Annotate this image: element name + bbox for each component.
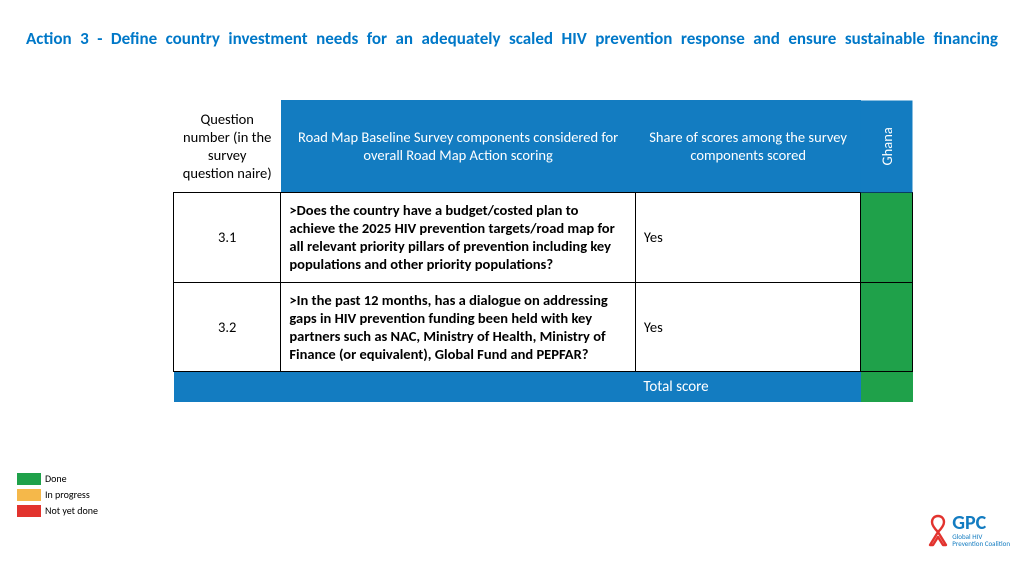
cell-status (861, 193, 913, 283)
total-spacer (281, 372, 635, 403)
cell-qn: 3.2 (174, 282, 281, 372)
col-header-share: Share of scores among the survey compone… (635, 100, 861, 193)
col-header-components: Road Map Baseline Survey components cons… (281, 100, 635, 193)
total-status (861, 372, 913, 403)
slide-title: Action 3 - Define country investment nee… (0, 0, 1024, 57)
legend-item-done: Done (17, 472, 98, 485)
legend-label: Not yet done (45, 504, 98, 517)
col-header-question-number: Question number (in the survey question … (174, 100, 281, 193)
legend-swatch-done (17, 473, 41, 485)
logo-acronym: GPC (952, 513, 1010, 533)
table-row: 3.2 >In the past 12 months, has a dialog… (174, 282, 913, 372)
legend-label: In progress (45, 488, 90, 501)
cell-share: Yes (635, 282, 861, 372)
table-header-row: Question number (in the survey question … (174, 100, 913, 193)
cell-qn: 3.1 (174, 193, 281, 283)
scoring-table-container: Question number (in the survey question … (173, 100, 913, 402)
legend-swatch-in-progress (17, 489, 41, 501)
legend: Done In progress Not yet done (17, 472, 98, 520)
gpc-logo: GPC Global HIV Prevention Coalition (927, 513, 1010, 548)
legend-item-in-progress: In progress (17, 488, 98, 501)
total-label: Total score (635, 372, 861, 403)
scoring-table: Question number (in the survey question … (173, 100, 913, 402)
table-row: 3.1 >Does the country have a budget/cost… (174, 193, 913, 283)
cell-component: >In the past 12 months, has a dialogue o… (281, 282, 635, 372)
table-total-row: Total score (174, 372, 913, 403)
legend-item-not-yet-done: Not yet done (17, 504, 98, 517)
legend-label: Done (45, 472, 67, 485)
cell-component: >Does the country have a budget/costed p… (281, 193, 635, 283)
col-header-country: Ghana (861, 100, 913, 193)
ribbon-icon (927, 513, 949, 547)
cell-share: Yes (635, 193, 861, 283)
logo-subtitle-2: Prevention Coalition (952, 540, 1010, 548)
cell-status (861, 282, 913, 372)
total-spacer (174, 372, 281, 403)
legend-swatch-not-yet-done (17, 505, 41, 517)
